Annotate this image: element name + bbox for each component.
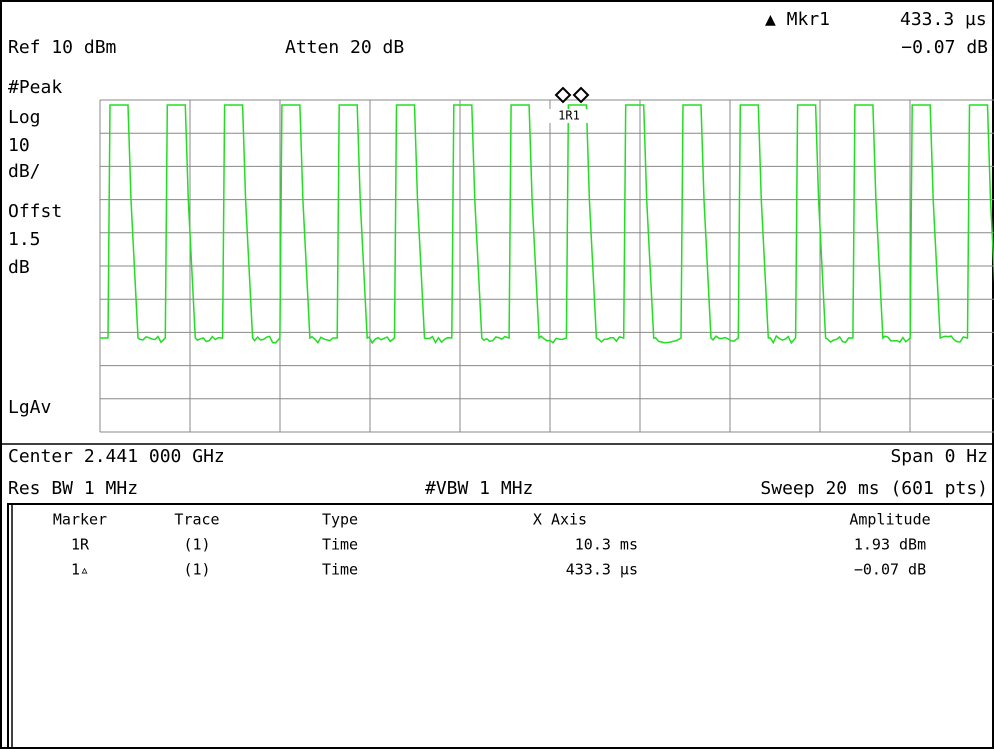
marker-table: Marker Trace Type X Axis Amplitude 1R (1) Time 1… (53, 511, 931, 579)
marker-label-bg (548, 109, 590, 123)
table-header: X Axis (533, 511, 587, 529)
table-cell: 1R (71, 536, 90, 554)
left-label: dB (8, 257, 30, 278)
left-label: Offst (8, 201, 62, 222)
left-label: dB/ (8, 161, 41, 182)
marker-diamonds (554, 86, 590, 104)
marker: 1R1 (548, 86, 590, 123)
left-labels: #Peak Log 10 dB/Offst 1.5 dB (8, 77, 62, 278)
attenuation: Atten 20 dB (285, 37, 404, 58)
table-cell: Time (322, 536, 358, 554)
res-bw: Res BW 1 MHz (8, 478, 138, 499)
table-header: Amplitude (849, 511, 930, 529)
left-label: 10 (8, 135, 30, 156)
table-cell: −0.07 dB (854, 561, 926, 579)
marker-readout-amplitude: −0.07 dB (901, 37, 988, 58)
marker-label: 1R1 (558, 109, 580, 123)
table-cell: Time (322, 561, 358, 579)
marker-table-frame (7, 503, 994, 749)
marker-readout-value: 433.3 µs (900, 9, 987, 30)
table-header: Trace (174, 511, 219, 529)
center-frequency: Center 2.441 000 GHz (8, 446, 225, 467)
table-cell: 433.3 µs (566, 561, 638, 579)
left-label: Log (8, 107, 41, 128)
marker-readout-label: ▲ Mkr1 (765, 9, 830, 30)
table-cell: 10.3 ms (575, 536, 638, 554)
left-label: 1.5 (8, 229, 41, 250)
table-cell: 1▵ (71, 561, 89, 579)
graticule (99, 99, 994, 433)
table-cell: (1) (183, 536, 210, 554)
table-cell: (1) (183, 561, 210, 579)
trace (100, 104, 994, 345)
detector-label: LgAv (8, 397, 51, 418)
vbw: #VBW 1 MHz (425, 478, 533, 499)
left-label: #Peak (8, 77, 62, 98)
table-cell: 1.93 dBm (854, 536, 926, 554)
span: Span 0 Hz (890, 446, 988, 467)
table-header: Marker (53, 511, 107, 529)
table-header: Type (322, 511, 358, 529)
ref-level: Ref 10 dBm (8, 37, 116, 58)
sweep: Sweep 20 ms (601 pts) (760, 478, 988, 499)
